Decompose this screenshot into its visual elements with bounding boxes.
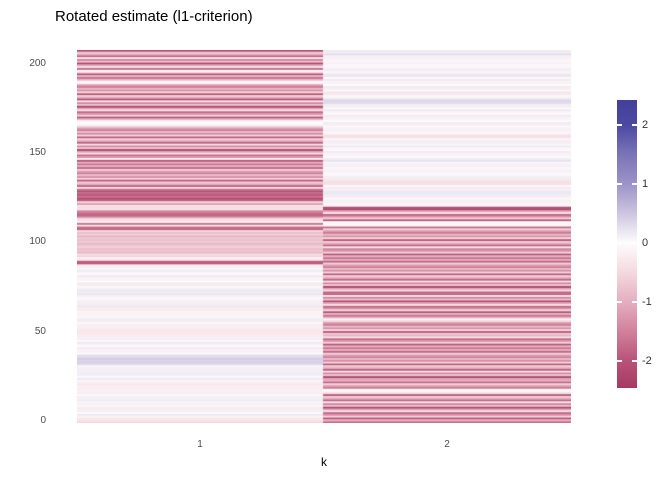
y-axis-tick-label: 50 <box>34 326 46 337</box>
legend-tick-mark <box>632 301 637 303</box>
y-axis-tick-label: 0 <box>40 415 46 426</box>
legend-tick-label: 2 <box>642 119 649 131</box>
y-axis-tick-label: 100 <box>29 236 46 247</box>
chart-title: Rotated estimate (l1-criterion) <box>55 8 253 25</box>
legend-tick-mark <box>632 242 637 244</box>
legend-tick-mark <box>632 360 637 362</box>
legend-tick-label: -2 <box>642 355 652 367</box>
legend-tick-mark <box>617 301 622 303</box>
x-axis-tick-label: 2 <box>444 439 450 450</box>
legend-tick-label: -1 <box>642 296 652 308</box>
legend-tick-mark <box>617 242 622 244</box>
x-axis-title: k <box>321 455 327 469</box>
legend-tick-label: 0 <box>642 237 649 249</box>
y-axis-tick-label: 150 <box>29 147 46 158</box>
y-axis-tick-label: 200 <box>29 58 46 69</box>
x-axis-tick-label: 1 <box>197 439 203 450</box>
legend-tick-mark <box>632 183 637 185</box>
legend-tick-mark <box>617 124 622 126</box>
legend-tick-mark <box>617 183 622 185</box>
legend-gradient-bar <box>617 100 637 388</box>
legend-tick-label: 1 <box>642 178 649 190</box>
legend-tick-mark <box>617 360 622 362</box>
legend-tick-mark <box>632 124 637 126</box>
heatmap-canvas <box>77 50 571 423</box>
